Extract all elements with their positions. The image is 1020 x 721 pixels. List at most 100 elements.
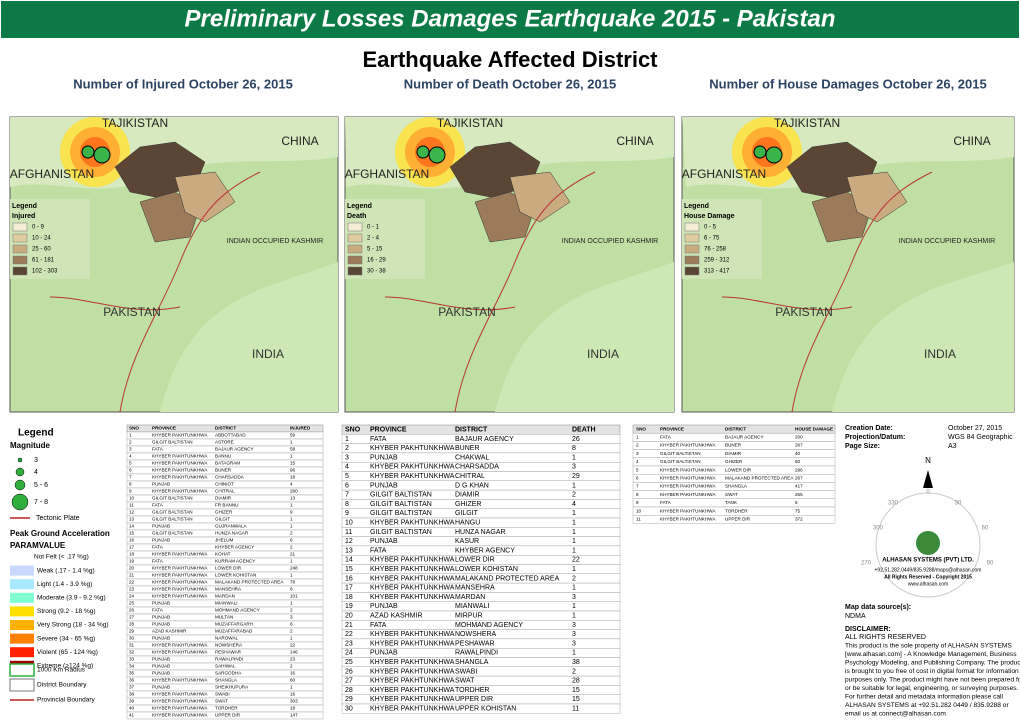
table-cell: 15 [290,461,296,466]
table-cell: PUNJAB [152,636,170,641]
table-cell: MIANWALI [455,603,489,610]
table-cell: 4 [572,501,576,508]
table-cell: 78 [290,580,296,585]
table-cell: 2 [290,664,293,669]
table-cell: SWABI [455,668,477,675]
table-cell: 1 [290,440,293,445]
table-cell: KHYBER PAKHTUNKHWA [152,678,208,683]
table-cell: MIANWALI [215,601,238,606]
epicenter [416,145,430,159]
info-value: October 27, 2015 [948,425,1002,432]
legend-swatch [12,244,28,254]
table-cell: 38 [129,692,135,697]
table-cell: KHYBER PAKHTUNKHWA [660,476,716,481]
table-cell: 96 [290,468,296,473]
info-value: WGS 84 Geographic [948,434,1013,441]
table-cell: GHIZER [455,501,481,508]
table-cell: KHYBER PAKHTUNKHWA [370,678,455,685]
table-cell: PUNJAB [370,603,398,610]
table-cell: KHYBER PAKHTUNKHWA [370,585,455,592]
table-cell: MIRPUR [455,612,483,619]
legend-label: Severe (34 - 65 %g) [37,635,95,642]
table-cell: SHANGLA [725,484,748,489]
table-cell: 2 [129,440,132,445]
table-cell: 1 [572,454,576,461]
table-cell: 22 [290,643,296,648]
compass-degree: 330 [888,501,899,507]
table-cell: PUNJAB [152,685,170,690]
table-cell: 3 [636,451,639,456]
table-cell: 6 [290,538,293,543]
country-label: INDIA [252,347,284,361]
table-cell: PUNJAB [152,622,170,627]
legend-label: Tectonic Plate [36,515,80,522]
column-header: INJURED [290,426,311,431]
map-legend-field: Injured [12,213,35,220]
table-cell: 10 [129,496,135,501]
info-value: A3 [948,443,957,450]
table-cell: 248 [290,566,298,571]
epicenter [753,145,767,159]
table-cell: GILGIT BALTISTAN [152,517,193,522]
table-cell: PESHAWAR [455,640,495,647]
country-label: PAKISTAN [438,305,496,319]
compass-degree: 90 [987,561,994,567]
table-cell: BATAGRAM [215,461,240,466]
legend-label: 1000 Km Radius [37,667,86,674]
affected-districts [509,171,571,223]
table-cell: 1 [290,503,293,508]
table-cell: 16 [290,692,296,697]
table-cell: 13 [129,517,135,522]
map-title: Number of House Damages October 26, 2015 [709,76,986,91]
table-cell: BUNER [455,445,480,452]
table-cell: 21 [345,622,353,629]
table-cell: 18 [129,552,135,557]
table-cell: 12 [129,510,135,515]
table-cell: KHYBER PAKHTUNKHWA [152,566,208,571]
table-cell: 2 [290,531,293,536]
table-cell: 5 [795,500,798,505]
table-cell: 35 [129,671,135,676]
table-cell: 20 [345,612,353,619]
table-cell: DIAMIR [215,496,232,501]
table-cell: 1 [572,538,576,545]
magnitude-symbol [11,493,29,511]
province-boundary [384,296,516,311]
table-cell: FATA [660,435,672,440]
table-cell: 18 [290,475,296,480]
table-cell: KHYBER PAKHTUNKHWA [370,557,455,564]
table-cell: 22 [129,580,135,585]
country-label: CHINA [616,134,653,148]
table-cell: NOWSHERA [215,643,243,648]
table-cell: KHYBER PAKHTUNKHWA [660,508,716,513]
table-cell: KHYBER PAKHTUNKHWA [152,433,208,438]
table-cell: KHYBER PAKHTUNKHWA [152,587,208,592]
logo [916,531,940,555]
column-header: DISTRICT [215,426,236,431]
map-legend-field: Death [347,213,366,220]
table-cell: 6 [345,482,349,489]
province-boundary [49,296,181,311]
table-cell: FATA [370,547,387,554]
table-cell: KHYBER PAKHTUNKHWA [370,445,455,452]
table-cell: 1 [290,573,293,578]
table-cell: 34 [129,664,135,669]
info-label: Creation Date: [845,425,893,432]
table-cell: HUNZA NAGAR [455,529,506,536]
table-cell: 372 [795,517,803,522]
table-cell: 9 [636,500,639,505]
table-cell: 17 [345,585,353,592]
country-label: TAJIKISTAN [102,116,168,130]
table-cell: GILGIT BALTISTAN [370,529,432,536]
table-cell: 17 [129,545,135,550]
table-cell: 23 [345,640,353,647]
table-cell: SHANGLA [455,659,489,666]
legend-label: Very Strong (18 - 34 %g) [37,622,109,629]
table-cell: 12 [345,538,353,545]
table-cell: GUJRANWALA [215,524,248,529]
india-region [495,262,674,412]
table-cell: 16 [345,575,353,582]
table-cell: 6 [290,587,293,592]
column-header: PROVINCE [660,426,684,431]
table-cell: 10 [345,519,353,526]
